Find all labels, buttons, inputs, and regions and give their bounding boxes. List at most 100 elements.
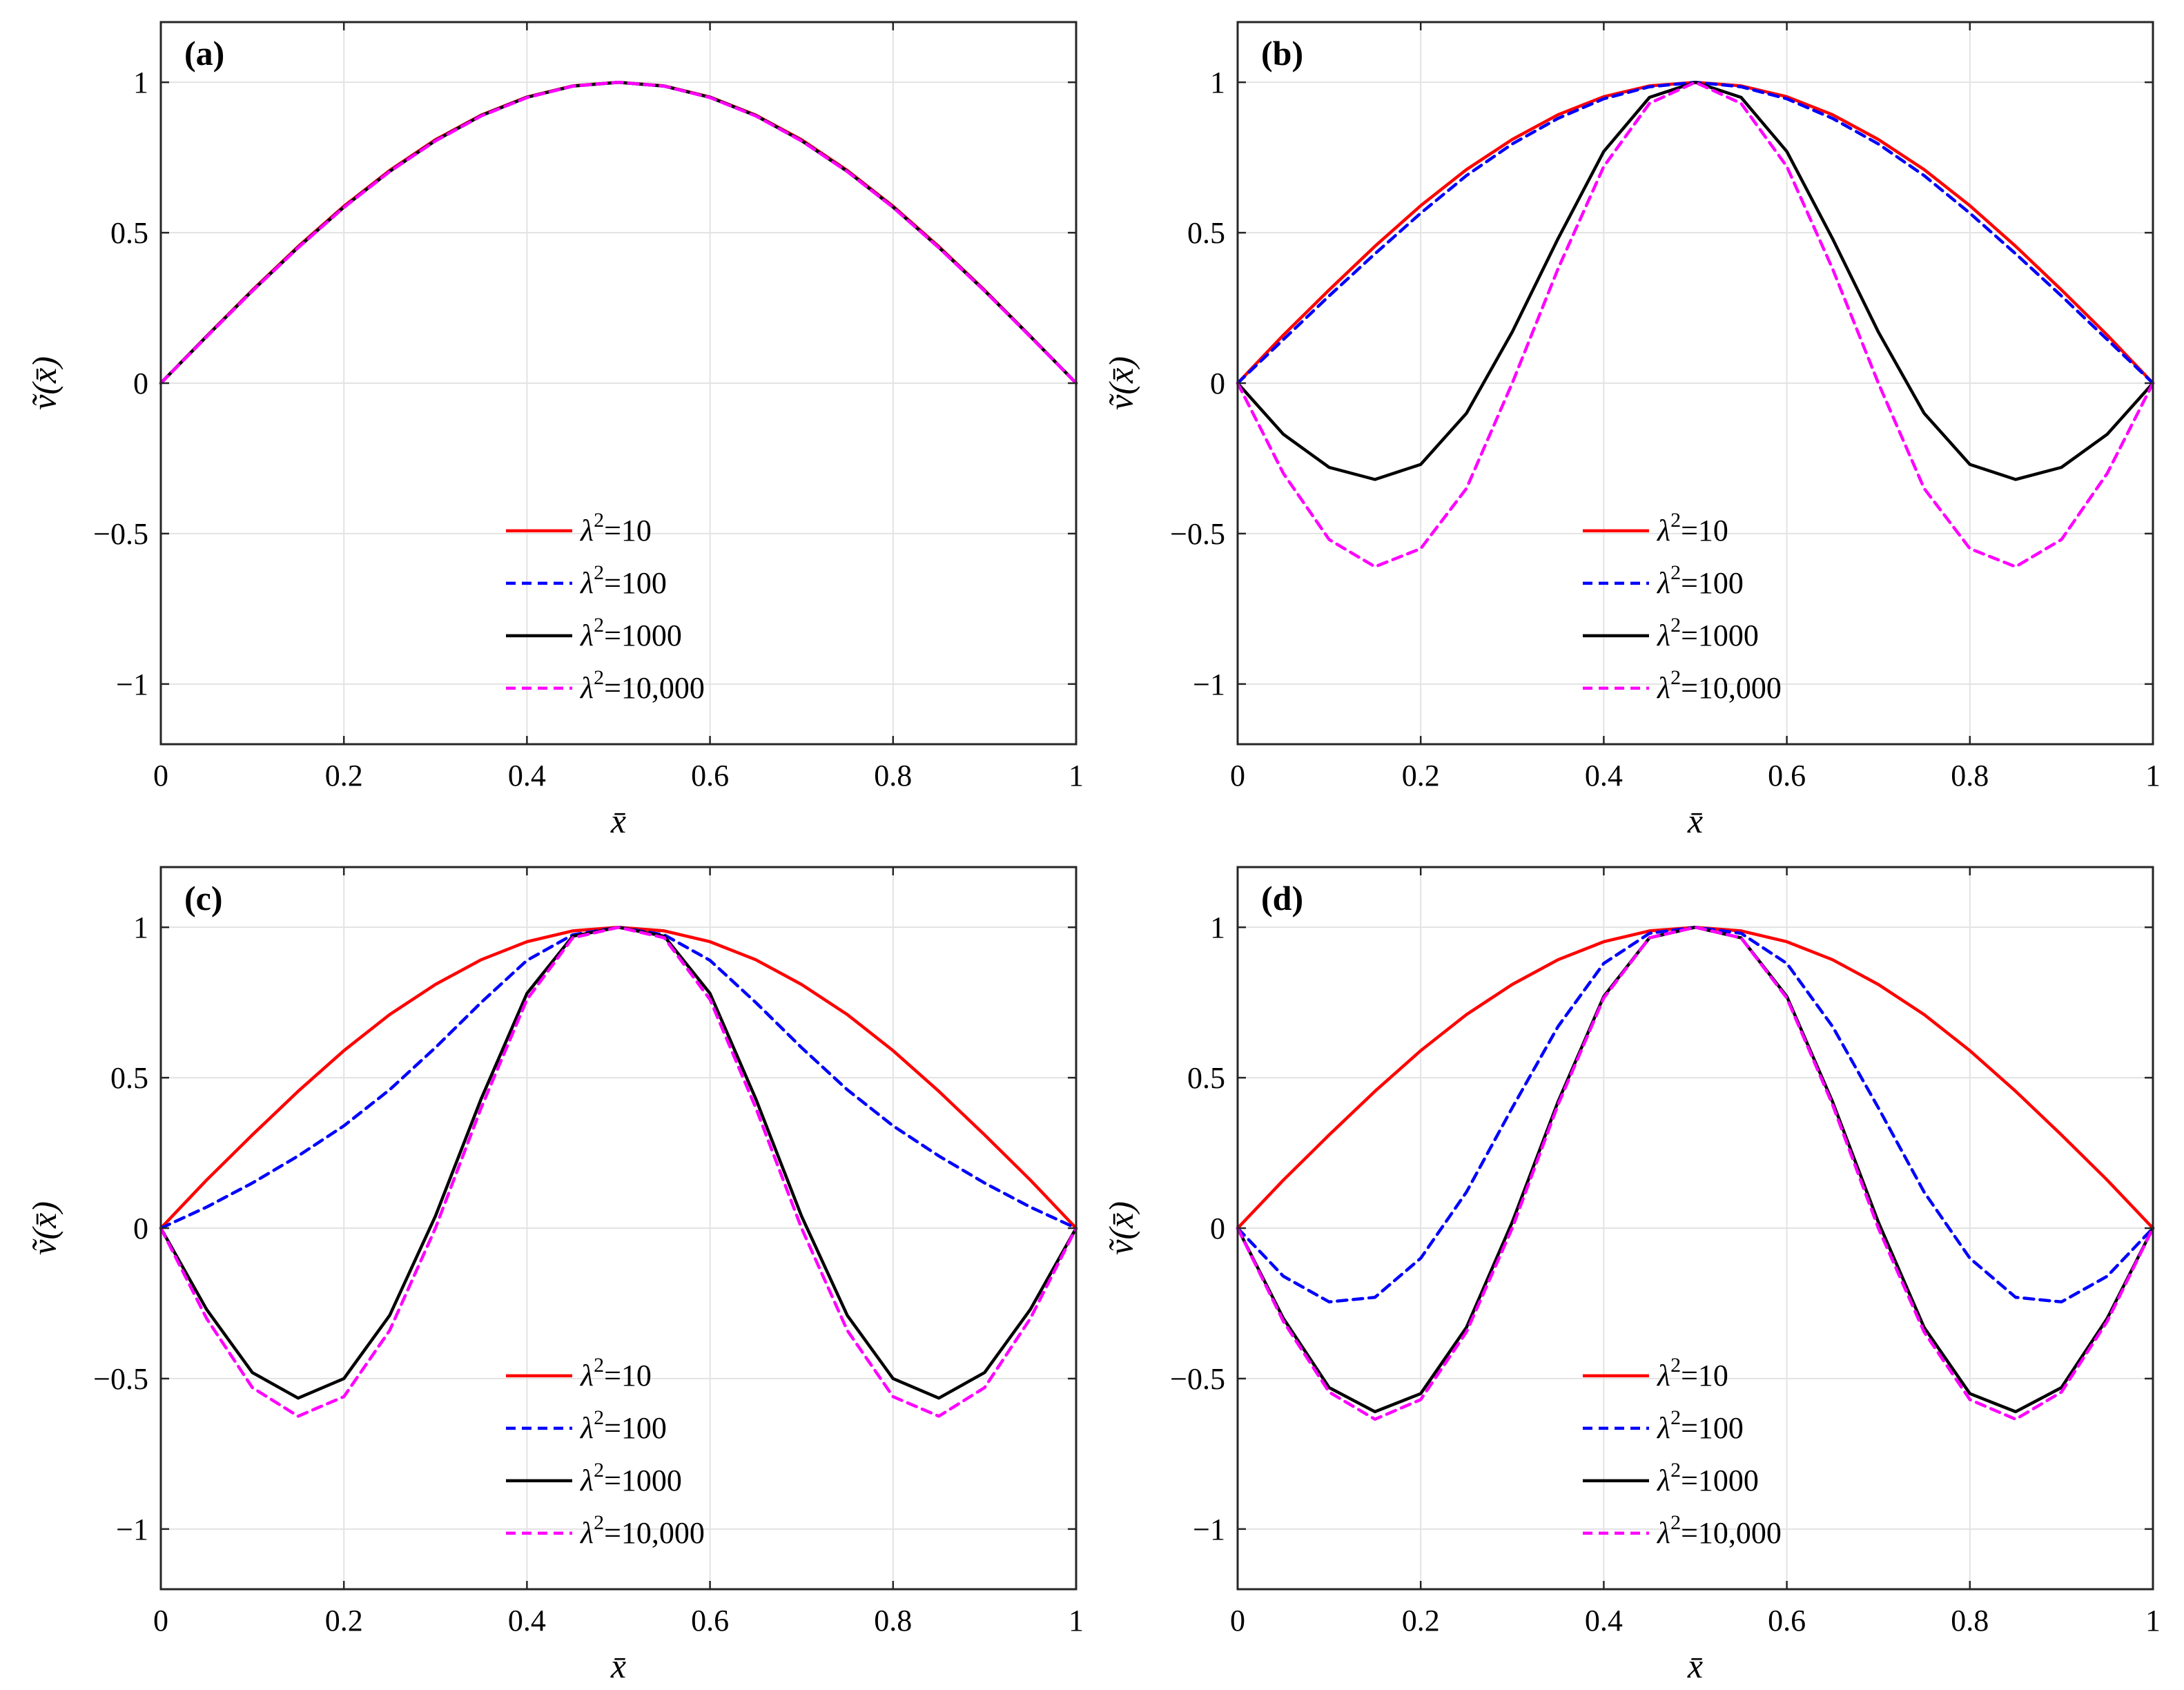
y-axis-label: ṽ(x̄) xyxy=(1102,1201,1140,1255)
y-tick-label: −0.5 xyxy=(93,517,148,551)
legend-value: =100 xyxy=(1681,1411,1744,1445)
y-tick-label: 1 xyxy=(1210,911,1225,944)
x-tick-label: 0.6 xyxy=(691,1604,729,1638)
series-line-2 xyxy=(1236,925,2155,1414)
y-tick-label: 0.5 xyxy=(110,1061,148,1095)
y-axis-label: ṽ(x̄) xyxy=(1102,356,1140,410)
legend-lambda: λ xyxy=(579,514,594,547)
x-axis-label: x̄ xyxy=(610,1647,626,1685)
legend-value: =100 xyxy=(604,1411,667,1445)
legend-label: λ2=10 xyxy=(579,1354,652,1392)
legend-superscript: 2 xyxy=(1670,509,1681,532)
x-tick-label: 0.4 xyxy=(1585,1604,1623,1638)
legend-value: =10,000 xyxy=(604,1516,705,1550)
legend-lambda: λ xyxy=(1656,1411,1670,1445)
panel-label: (c) xyxy=(184,879,223,917)
legend-superscript: 2 xyxy=(594,509,604,532)
x-tick-label: 1 xyxy=(1069,1604,1084,1638)
x-tick-label: 0.8 xyxy=(1951,759,1989,793)
legend-lambda: λ xyxy=(579,1411,594,1445)
legend-lambda: λ xyxy=(1656,671,1670,705)
legend-value: =1000 xyxy=(1681,619,1759,652)
x-tick-label: 0 xyxy=(153,1604,168,1638)
legend-label: λ2=10,000 xyxy=(1656,666,1782,705)
series-line-2 xyxy=(1236,80,2155,481)
x-tick-label: 0.2 xyxy=(325,759,363,793)
series-line-3 xyxy=(159,80,1078,385)
x-tick-label: 0.4 xyxy=(1585,759,1623,793)
legend-lambda: λ xyxy=(579,566,594,600)
x-axis-label: x̄ xyxy=(1687,802,1703,840)
legend-superscript: 2 xyxy=(594,1406,604,1429)
x-tick-label: 0.8 xyxy=(874,1604,912,1638)
legend-value: =10 xyxy=(604,1359,652,1392)
legend-lambda: λ xyxy=(579,1464,594,1497)
panel-a: 0 0.2 0.4 0.6 0.8 1−1−0.500.51(a)x̄ṽ(x̄)λ2=10… xyxy=(25,21,1084,840)
legend-superscript: 2 xyxy=(594,561,604,584)
legend-superscript: 2 xyxy=(594,666,604,689)
y-tick-label: −1 xyxy=(1193,1513,1225,1546)
x-tick-label: 0.6 xyxy=(691,759,729,793)
legend-label: λ2=100 xyxy=(579,561,667,600)
legend-value: =1000 xyxy=(604,619,682,652)
legend-superscript: 2 xyxy=(1670,1354,1681,1377)
y-tick-label: 1 xyxy=(133,66,148,99)
legend-lambda: λ xyxy=(1656,1359,1670,1392)
legend-value: =1000 xyxy=(1681,1464,1759,1497)
y-tick-label: 1 xyxy=(133,911,148,944)
legend-value: =10,000 xyxy=(1681,671,1782,705)
legend-superscript: 2 xyxy=(594,1511,604,1534)
legend-label: λ2=10,000 xyxy=(579,1511,705,1550)
y-tick-label: −1 xyxy=(116,1513,148,1546)
panel-label: (d) xyxy=(1261,879,1303,917)
legend-label: λ2=1000 xyxy=(579,614,682,652)
panel-b: 0 0.2 0.4 0.6 0.8 1−1−0.500.51(b)x̄ṽ(x̄)λ2=10… xyxy=(1102,21,2161,840)
legend-label: λ2=10 xyxy=(1656,1354,1728,1392)
x-tick-label: 1 xyxy=(2145,1604,2161,1638)
series-line-2 xyxy=(159,925,1078,1400)
x-axis-label: x̄ xyxy=(610,802,626,840)
legend-lambda: λ xyxy=(1656,514,1670,547)
y-tick-label: 0.5 xyxy=(1187,1061,1225,1095)
series-line-3 xyxy=(159,925,1078,1418)
y-tick-label: −0.5 xyxy=(1170,1362,1225,1396)
x-tick-label: 0.2 xyxy=(1402,1604,1440,1638)
y-tick-label: −0.5 xyxy=(93,1362,148,1396)
x-axis-label: x̄ xyxy=(1687,1647,1703,1685)
panel-label: (b) xyxy=(1261,34,1303,72)
series-line-3 xyxy=(1236,80,2155,569)
legend-lambda: λ xyxy=(579,1516,594,1550)
y-tick-label: −0.5 xyxy=(1170,517,1225,551)
legend-label: λ2=1000 xyxy=(1656,1459,1759,1497)
x-tick-label: 0.6 xyxy=(1768,759,1806,793)
legend-value: =10 xyxy=(1681,1359,1728,1392)
panel-d: 0 0.2 0.4 0.6 0.8 1−1−0.500.51(d)x̄ṽ(x̄)λ2=10… xyxy=(1102,866,2161,1685)
x-tick-label: 0.2 xyxy=(1402,759,1440,793)
series-line-3 xyxy=(1236,925,2155,1421)
legend-value: =10 xyxy=(1681,514,1728,547)
y-axis-label: ṽ(x̄) xyxy=(25,356,64,410)
legend-label: λ2=10 xyxy=(1656,509,1728,547)
legend-lambda: λ xyxy=(1656,1464,1670,1497)
legend-lambda: λ xyxy=(579,619,594,652)
y-tick-label: 0 xyxy=(133,1212,148,1245)
x-tick-label: 0.8 xyxy=(874,759,912,793)
legend-value: =10,000 xyxy=(604,671,705,705)
x-tick-label: 0 xyxy=(1230,759,1245,793)
y-tick-label: 1 xyxy=(1210,66,1225,99)
y-tick-label: 0 xyxy=(133,367,148,400)
legend-label: λ2=100 xyxy=(579,1406,667,1445)
legend-lambda: λ xyxy=(579,1359,594,1392)
y-tick-label: 0 xyxy=(1210,1212,1225,1245)
legend-value: =10,000 xyxy=(1681,1516,1782,1550)
x-tick-label: 1 xyxy=(1069,759,1084,793)
legend-value: =1000 xyxy=(604,1464,682,1497)
legend-lambda: λ xyxy=(1656,619,1670,652)
legend-superscript: 2 xyxy=(594,1459,604,1482)
y-tick-label: −1 xyxy=(116,668,148,701)
series-line-1 xyxy=(1236,925,2155,1304)
